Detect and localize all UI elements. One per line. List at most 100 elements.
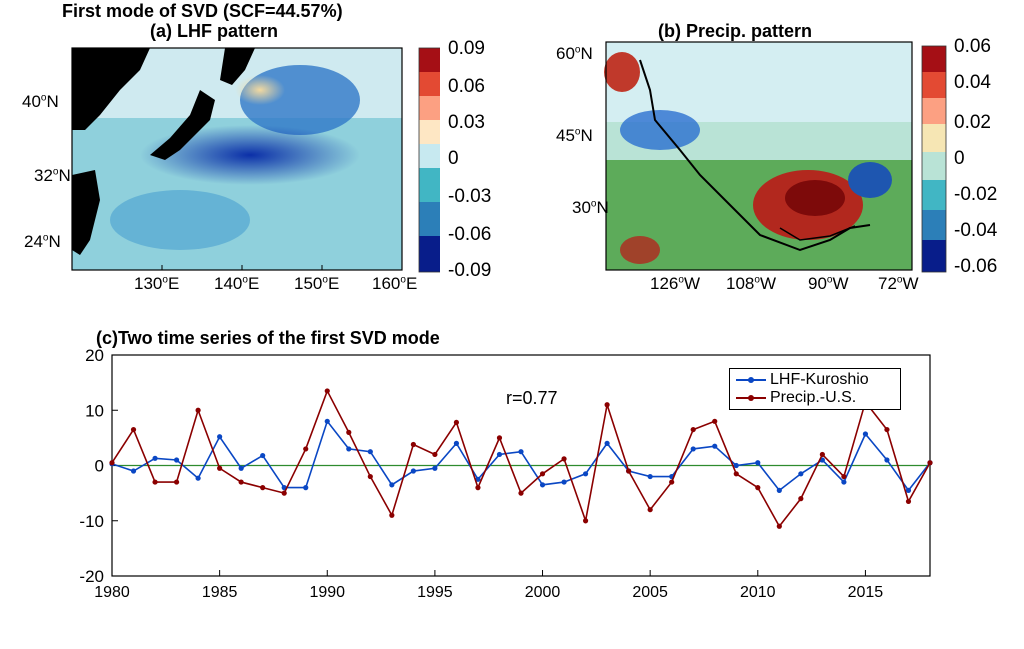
data-point-precip bbox=[217, 465, 223, 471]
correlation-annotation: r=0.77 bbox=[506, 388, 558, 408]
data-point-precip bbox=[195, 407, 201, 413]
panel-b-lon-126: 126oW bbox=[650, 274, 700, 293]
data-point-lhf bbox=[841, 479, 847, 485]
data-point-precip bbox=[346, 429, 352, 435]
panel-b-cbar-label: 0.04 bbox=[954, 72, 991, 93]
data-point-precip bbox=[453, 419, 460, 426]
data-point-lhf bbox=[152, 455, 158, 461]
panel-b-colorbar bbox=[921, 45, 947, 273]
data-point-lhf bbox=[324, 418, 330, 424]
panel-b-map bbox=[604, 41, 947, 273]
data-point-lhf bbox=[453, 440, 460, 446]
data-point-lhf bbox=[496, 451, 503, 458]
x-tick-label: 2000 bbox=[525, 584, 561, 601]
panel-b-lon-72: 72oW bbox=[878, 274, 919, 293]
data-point-precip bbox=[819, 451, 825, 458]
panel-b-lat-60: 60oN bbox=[556, 44, 593, 63]
y-tick-label: 20 bbox=[85, 346, 104, 365]
panel-a-lon-160: 160oE bbox=[372, 274, 418, 293]
panel-b-cbar-label: -0.02 bbox=[954, 184, 998, 205]
figure-title: First mode of SVD (SCF=44.57%) bbox=[62, 1, 343, 21]
data-point-lhf bbox=[518, 449, 524, 455]
panel-a-cbar-label: -0.06 bbox=[448, 224, 492, 245]
panel-b-lat-45: 45oN bbox=[556, 126, 593, 145]
panel-a-lat-40: 40oN bbox=[22, 92, 59, 111]
data-point-lhf bbox=[884, 457, 890, 463]
data-point-precip bbox=[776, 523, 782, 529]
data-point-precip bbox=[905, 498, 912, 505]
panel-c-title: (c)Two time series of the first SVD mode bbox=[96, 328, 440, 348]
data-point-precip bbox=[130, 426, 137, 433]
panel-a-lon-130: 130oE bbox=[134, 274, 180, 293]
x-tick-label: 1980 bbox=[94, 584, 130, 601]
data-point-lhf bbox=[733, 462, 739, 469]
data-point-lhf bbox=[582, 471, 589, 477]
data-point-precip bbox=[626, 468, 632, 474]
data-point-lhf bbox=[862, 431, 869, 437]
data-point-precip bbox=[475, 485, 481, 491]
data-point-precip bbox=[173, 479, 180, 485]
y-tick-label: -10 bbox=[79, 512, 104, 531]
y-tick-label: 10 bbox=[85, 401, 104, 420]
data-point-lhf bbox=[798, 471, 804, 477]
data-point-lhf bbox=[410, 468, 416, 474]
legend-label-lhf: LHF-Kuroshio bbox=[770, 371, 869, 388]
data-point-lhf bbox=[905, 487, 912, 493]
data-point-lhf bbox=[539, 482, 546, 488]
panel-b-lon-90: 90oW bbox=[808, 274, 849, 293]
data-point-precip bbox=[260, 485, 266, 491]
data-point-lhf bbox=[173, 457, 180, 463]
data-point-lhf bbox=[755, 460, 761, 466]
data-point-lhf bbox=[604, 440, 610, 446]
panel-a-lat-32: 32oN bbox=[34, 166, 71, 185]
panel-b-cbar-label: 0 bbox=[954, 148, 965, 169]
data-point-precip bbox=[561, 456, 567, 462]
data-point-lhf bbox=[367, 449, 373, 455]
data-point-precip bbox=[647, 507, 653, 513]
data-point-lhf bbox=[475, 476, 481, 482]
data-point-precip bbox=[518, 490, 524, 496]
data-point-lhf bbox=[303, 485, 309, 491]
legend-entry: Precip.-U.S. bbox=[734, 389, 856, 407]
time-series-lines bbox=[109, 388, 933, 529]
x-tick-label: 2015 bbox=[848, 584, 884, 601]
data-point-precip bbox=[690, 426, 696, 433]
data-point-precip bbox=[152, 479, 158, 485]
panel-a-map bbox=[71, 47, 440, 273]
panel-b-cbar-label: -0.06 bbox=[954, 256, 998, 277]
data-point-precip bbox=[884, 426, 890, 433]
panel-b-lat-30: 30oN bbox=[572, 198, 609, 217]
panel-b-cbar-label: -0.04 bbox=[954, 220, 998, 241]
panel-a-colorbar bbox=[418, 47, 440, 273]
panel-a-cbar-label: -0.09 bbox=[448, 260, 492, 281]
data-point-precip bbox=[733, 471, 739, 477]
data-point-lhf bbox=[238, 465, 244, 471]
x-tick-label: 2010 bbox=[740, 584, 776, 601]
data-point-precip bbox=[755, 485, 761, 491]
x-tick-label: 1985 bbox=[202, 584, 238, 601]
data-point-precip bbox=[324, 388, 330, 394]
legend-label-precip: Precip.-U.S. bbox=[770, 389, 857, 406]
legend-marker-lhf bbox=[736, 377, 766, 383]
data-point-precip bbox=[927, 460, 933, 466]
data-point-precip bbox=[798, 496, 804, 502]
panel-b-cbar-label: 0.06 bbox=[954, 36, 991, 57]
data-point-precip bbox=[303, 446, 309, 452]
series-line-lhf bbox=[111, 419, 931, 492]
data-point-lhf bbox=[130, 468, 137, 474]
legend-entry: LHF-Kuroshio bbox=[734, 371, 869, 389]
panel-b-cbar-label: 0.02 bbox=[954, 112, 991, 133]
data-point-precip bbox=[109, 460, 115, 466]
data-point-lhf bbox=[561, 479, 567, 485]
data-point-lhf bbox=[647, 473, 653, 480]
panel-a-lon-150: 150oE bbox=[294, 274, 340, 293]
legend-marker-precip bbox=[736, 395, 766, 401]
panel-a-cbar-label: 0.09 bbox=[448, 38, 485, 59]
data-point-lhf bbox=[217, 434, 223, 440]
data-point-precip bbox=[539, 471, 546, 477]
data-point-lhf bbox=[690, 446, 696, 452]
data-point-lhf bbox=[432, 465, 438, 471]
panel-a-x-ticks bbox=[161, 265, 403, 270]
y-tick-label: 0 bbox=[95, 457, 104, 476]
